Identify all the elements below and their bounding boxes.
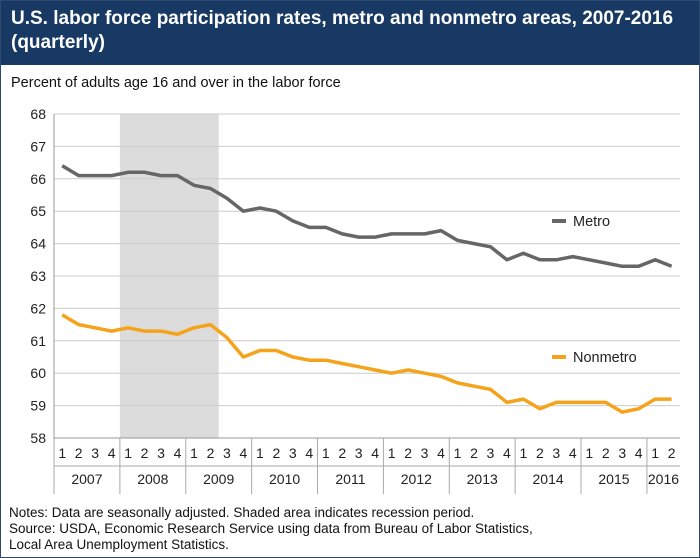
metro-series-line (61, 164, 673, 269)
year-label: 2015 (598, 471, 629, 487)
x-tick-label: 2 (536, 445, 544, 461)
y-tick-label: 58 (30, 430, 46, 446)
x-tick-label: 3 (355, 445, 363, 461)
x-tick-label: 1 (322, 445, 330, 461)
chart-title: U.S. labor force participation rates, me… (11, 8, 674, 53)
year-label: 2012 (401, 471, 432, 487)
nonmetro-legend-label: Nonmetro (573, 350, 637, 366)
x-tick-label: 4 (174, 445, 182, 461)
y-tick-label: 61 (30, 333, 46, 349)
year-label: 2010 (269, 471, 300, 487)
year-label: 2014 (533, 471, 564, 487)
y-tick-label: 65 (30, 203, 46, 219)
y-axis-label: Percent of adults age 16 and over in the… (11, 75, 341, 91)
notes: Notes: Data are seasonally adjusted. Sha… (9, 505, 533, 553)
x-tick-label: 3 (421, 445, 429, 461)
x-tick-label: 1 (58, 445, 66, 461)
x-tick-label: 1 (519, 445, 527, 461)
year-label: 2009 (203, 471, 234, 487)
x-tick-label: 3 (91, 445, 99, 461)
y-tick-label: 64 (30, 236, 46, 252)
year-label: 2007 (71, 471, 102, 487)
title-banner: U.S. labor force participation rates, me… (1, 1, 699, 65)
year-label: 2013 (467, 471, 498, 487)
x-tick-label: 1 (585, 445, 593, 461)
x-tick-label: 2 (668, 445, 676, 461)
x-tick-label: 4 (305, 445, 313, 461)
x-tick-label: 3 (618, 445, 626, 461)
y-tick-label: 67 (30, 138, 46, 154)
x-tick-label: 2 (404, 445, 412, 461)
x-tick-label: 1 (651, 445, 659, 461)
x-tick-label: 3 (552, 445, 560, 461)
x-tick-label: 2 (602, 445, 610, 461)
x-tick-label: 1 (124, 445, 132, 461)
x-tick-label: 2 (470, 445, 478, 461)
x-tick-label: 4 (240, 445, 248, 461)
x-tick-label: 4 (437, 445, 445, 461)
x-tick-label: 4 (635, 445, 643, 461)
x-tick-label: 1 (388, 445, 396, 461)
x-tick-label: 1 (454, 445, 462, 461)
year-label: 2016 (648, 471, 679, 487)
source-line: Source: USDA, Economic Research Service … (9, 521, 533, 536)
y-tick-label: 60 (30, 365, 46, 381)
source-line-2: Local Area Unemployment Statistics. (9, 537, 229, 552)
year-label: 2008 (137, 471, 168, 487)
x-tick-label: 1 (190, 445, 198, 461)
x-tick-label: 4 (371, 445, 379, 461)
y-tick-label: 66 (30, 171, 46, 187)
x-tick-label: 2 (75, 445, 83, 461)
year-label: 2011 (335, 471, 365, 487)
x-tick-label: 3 (289, 445, 297, 461)
y-tick-label: 62 (30, 300, 46, 316)
x-tick-label: 4 (569, 445, 577, 461)
x-tick-label: 4 (108, 445, 116, 461)
x-tick-label: 3 (223, 445, 231, 461)
x-tick-label: 2 (338, 445, 346, 461)
nonmetro-series-line (61, 313, 672, 414)
x-tick-label: 4 (503, 445, 511, 461)
y-tick-label: 63 (30, 268, 46, 284)
y-tick-label: 68 (30, 106, 46, 122)
x-tick-label: 3 (157, 445, 165, 461)
notes-line: Notes: Data are seasonally adjusted. Sha… (9, 505, 475, 520)
x-tick-label: 2 (207, 445, 215, 461)
metro-legend-label: Metro (573, 214, 610, 230)
y-tick-label: 59 (30, 398, 46, 414)
x-tick-label: 2 (272, 445, 280, 461)
x-tick-label: 1 (256, 445, 264, 461)
x-tick-label: 2 (141, 445, 149, 461)
x-tick-label: 3 (487, 445, 495, 461)
